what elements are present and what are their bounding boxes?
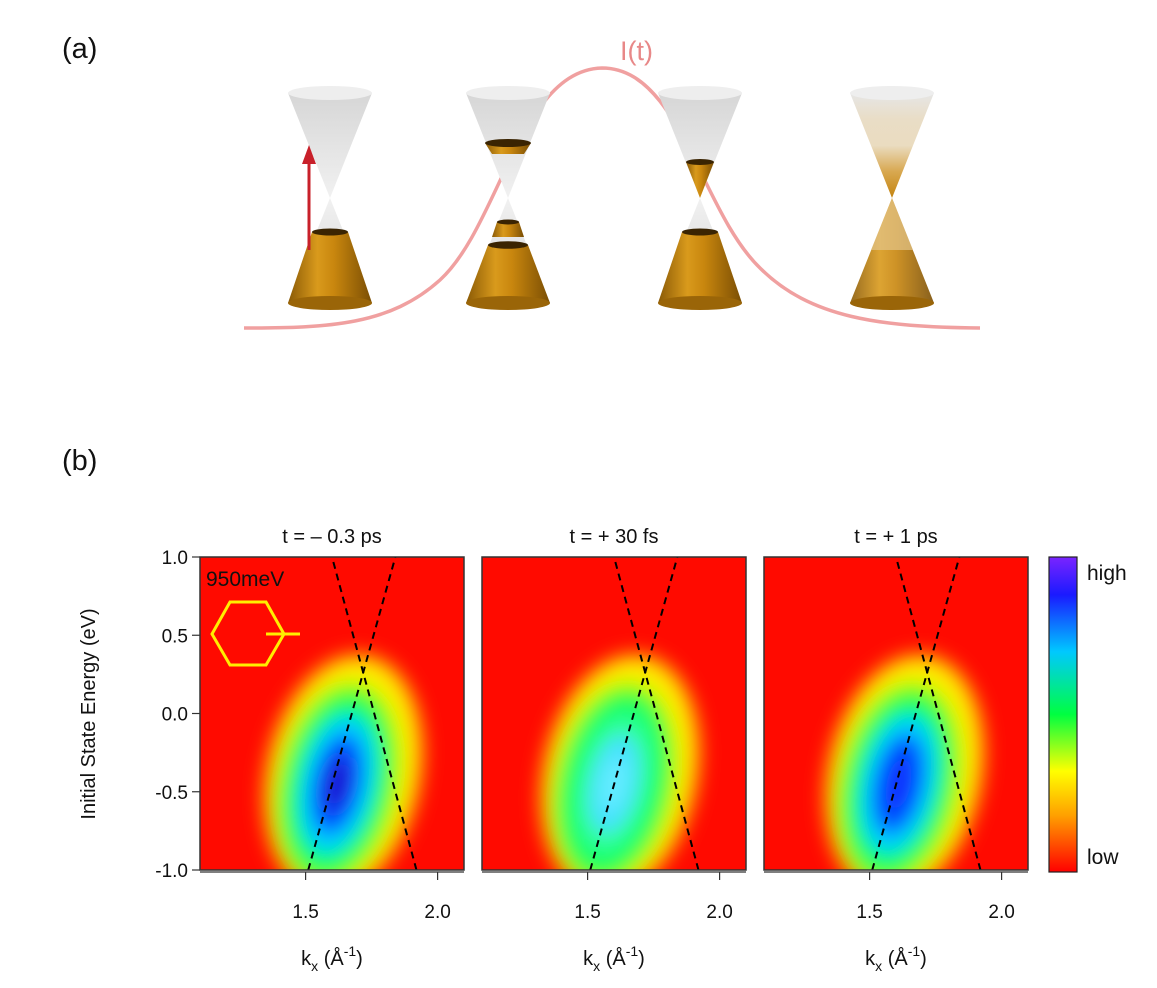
- x-tick-label: 1.5: [856, 902, 882, 923]
- photoemission-intensity: [260, 651, 426, 870]
- excitation-arrow: [302, 145, 316, 250]
- panel-b-label: (b): [62, 445, 97, 477]
- pump-energy-label: 950meV: [206, 568, 284, 591]
- dirac-cone-pumped: [466, 86, 550, 310]
- x-tick-label: 2.0: [988, 902, 1014, 923]
- heatmap-panel-3: [764, 557, 1028, 870]
- intensity-contour: [324, 756, 351, 812]
- plot-frame: [481, 556, 747, 871]
- heatmap-panel-1: [200, 557, 464, 870]
- dirac-dispersion-line: [895, 557, 982, 870]
- colorbar-low-label: low: [1087, 846, 1119, 869]
- colorbar: [1048, 556, 1078, 873]
- x-axis-label: kx (Å-1): [583, 943, 645, 974]
- panel-title: t = + 30 fs: [570, 526, 659, 548]
- x-tick-label: 2.0: [706, 902, 732, 923]
- panel-title: t = – 0.3 ps: [282, 526, 382, 548]
- photoemission-intensity: [822, 651, 988, 870]
- panel-title: t = + 1 ps: [854, 526, 937, 548]
- dirac-cone-equilibrium: [288, 86, 372, 310]
- y-axis-label: Initial State Energy (eV): [78, 608, 100, 819]
- colorbar-high-label: high: [1087, 562, 1127, 585]
- y-tick-label: 0.0: [162, 705, 188, 726]
- dirac-cone-relaxing: [658, 86, 742, 310]
- x-axis-label: kx (Å-1): [865, 943, 927, 974]
- x-tick-label: 1.5: [292, 902, 318, 923]
- dirac-cone-thermalized: [850, 86, 934, 310]
- x-tick-label: 1.5: [574, 902, 600, 923]
- panel-a-label: (a): [62, 33, 97, 65]
- pulse-curve: [243, 66, 981, 330]
- pulse-label: I(t): [620, 36, 653, 66]
- dirac-dispersion-line: [871, 557, 961, 870]
- brillouin-zone-inset: [210, 600, 300, 667]
- arpes-plots: t = – 0.3 ps 1.5 2.0 kx (Å-1) 1.0 0.5 0.0 -0.5 -…: [155, 526, 1029, 974]
- y-tick-label: 0.5: [162, 626, 188, 647]
- y-tick-label: -1.0: [155, 861, 188, 882]
- x-tick-label: 2.0: [424, 902, 450, 923]
- dirac-dispersion-line: [307, 557, 397, 870]
- plot-frame: [763, 556, 1029, 871]
- y-tick-label: -0.5: [155, 783, 188, 804]
- x-axis-label: kx (Å-1): [301, 943, 363, 974]
- dirac-dispersion-line: [589, 557, 679, 870]
- dirac-dispersion-line: [331, 557, 418, 870]
- y-tick-label: 1.0: [162, 548, 188, 569]
- dirac-dispersion-line: [613, 557, 700, 870]
- heatmap-panel-2: [482, 557, 746, 870]
